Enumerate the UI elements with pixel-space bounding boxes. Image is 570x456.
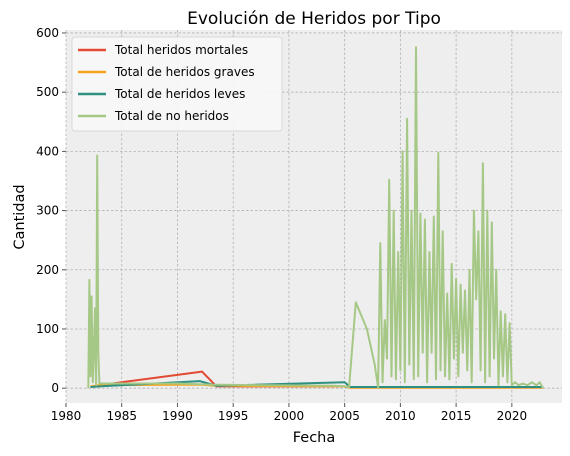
x-tick-label-0: 1980	[51, 409, 82, 423]
x-tick-label-6: 2010	[385, 409, 416, 423]
x-tick-label-1: 1985	[106, 409, 137, 423]
y-tick-label-0: 0	[51, 381, 59, 395]
y-tick-label-4: 400	[36, 144, 59, 158]
y-tick-label-1: 100	[36, 322, 59, 336]
series-lines	[87, 46, 544, 389]
legend-box	[71, 36, 283, 132]
legend-label-0: Total heridos mortales	[114, 43, 248, 57]
x-tick-label-2: 1990	[162, 409, 193, 423]
y-tick-label-5: 500	[36, 85, 59, 99]
y-tick-label-6: 600	[36, 26, 59, 40]
x-axis: 1980 1985 1990 1995 2000 2005 2010 2015 2020	[51, 403, 527, 423]
x-tick-label-4: 2000	[274, 409, 305, 423]
legend: Total heridos mortales Total de heridos g…	[71, 36, 283, 132]
chart-title: Evolución de Heridos por Tipo	[187, 9, 441, 29]
y-tick-label-3: 300	[36, 204, 59, 218]
series-line-3	[87, 46, 544, 389]
x-tick-label-3: 1995	[218, 409, 249, 423]
y-tick-label-2: 200	[36, 263, 59, 277]
y-axis: 0 100 200 300 400 500 600	[36, 26, 66, 395]
x-tick-label-7: 2015	[441, 409, 472, 423]
legend-label-1: Total de heridos graves	[114, 65, 255, 79]
y-axis-title: Cantidad	[12, 184, 28, 249]
x-tick-label-8: 2020	[497, 409, 528, 423]
x-axis-title: Fecha	[293, 430, 336, 446]
legend-label-3: Total de no heridos	[114, 109, 229, 123]
series-line-2	[90, 380, 544, 388]
x-tick-label-5: 2005	[329, 409, 360, 423]
legend-label-2: Total de heridos leves	[114, 87, 245, 101]
